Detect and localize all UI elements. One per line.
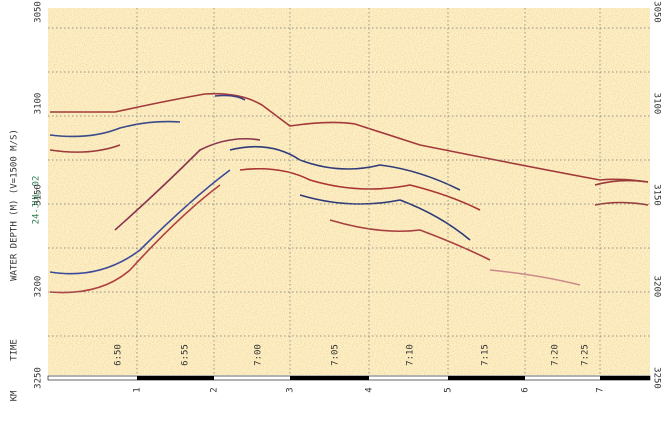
- depth-axis-title: WATER DEPTH (M) (V=1500 M/S): [10, 129, 20, 281]
- time-axis-title: TIME: [10, 339, 20, 361]
- depth-tick-label: 3100: [34, 93, 44, 115]
- depth-tick-label-right: 3100: [652, 93, 662, 115]
- time-tick-label: 6:55: [181, 344, 191, 366]
- distance-axis-title: KM: [10, 390, 20, 401]
- distance-tick-label: 5: [444, 387, 454, 392]
- depth-tick-label-right: 3250: [652, 367, 662, 389]
- depth-tick-label-right: 3200: [652, 276, 662, 298]
- distance-bar: [47, 375, 651, 381]
- date-stamp: 24-JUL-02: [32, 176, 42, 225]
- time-tick-label: 7:00: [254, 344, 264, 366]
- distance-tick-label: 3: [286, 387, 296, 392]
- time-tick-label: 7:10: [406, 344, 416, 366]
- depth-tick-label-right: 3050: [652, 1, 662, 23]
- grid: [48, 8, 650, 375]
- time-tick-label: 7:05: [331, 344, 341, 366]
- reflectors: [49, 92, 649, 294]
- time-tick-label: 7:20: [551, 344, 561, 366]
- distance-tick-label: 1: [133, 387, 143, 392]
- distance-tick-label: 7: [596, 387, 606, 392]
- depth-tick-label-right: 3150: [652, 184, 662, 206]
- distance-tick-label: 6: [521, 387, 531, 392]
- depth-tick-label: 3250: [34, 367, 44, 389]
- distance-tick-label: 4: [365, 387, 375, 392]
- time-tick-label: 7:15: [481, 344, 491, 366]
- depth-tick-label: 3050: [34, 1, 44, 23]
- time-tick-label: 7:25: [581, 344, 591, 366]
- depth-tick-label: 3200: [34, 276, 44, 298]
- distance-tick-label: 2: [210, 387, 220, 392]
- noise-texture: [48, 8, 650, 375]
- depth-tick-label: 3150: [34, 184, 44, 206]
- time-tick-label: 6:50: [114, 344, 124, 366]
